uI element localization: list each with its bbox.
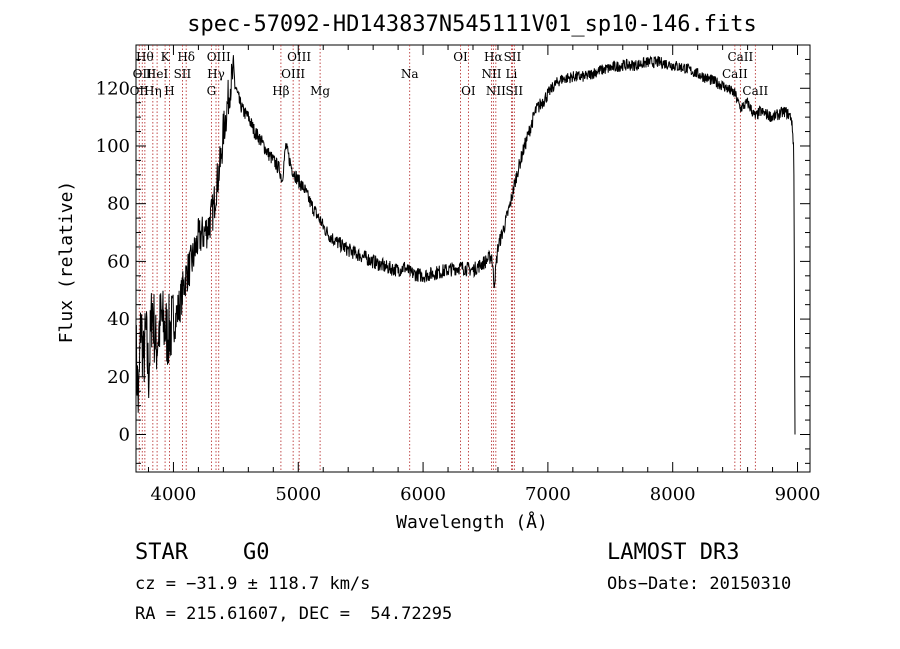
redshift-velocity: cz = −31.9 ± 118.7 km/s	[135, 574, 371, 594]
y-tick-label: 60	[107, 251, 130, 272]
line-marker-label: Na	[401, 67, 419, 81]
y-axis-label: Flux (relative)	[56, 181, 77, 344]
y-tick-label: 20	[107, 367, 130, 388]
y-tick-label: 120	[96, 78, 130, 99]
object-subclass: G0	[243, 540, 270, 565]
line-marker-label: CaII	[727, 50, 753, 64]
y-tick-label: 40	[107, 309, 130, 330]
line-marker-label: Hη	[144, 84, 162, 98]
x-tick-label: 8000	[650, 484, 696, 505]
line-marker-label: OIII	[281, 67, 305, 81]
plot-frame	[135, 44, 811, 473]
line-marker-label: Hα	[484, 50, 503, 64]
line-marker-label: HeI	[146, 67, 169, 81]
line-marker-label: Mg	[310, 84, 330, 98]
x-tick-label: 7000	[525, 484, 571, 505]
line-marker-label: CaII	[742, 84, 768, 98]
x-tick-label: 6000	[400, 484, 446, 505]
x-tick-label: 4000	[151, 484, 197, 505]
line-marker-label: Hδ	[177, 50, 195, 64]
line-marker-label: OII	[130, 84, 150, 98]
object-type: STAR	[135, 540, 188, 565]
y-tick-label: 0	[119, 424, 130, 445]
line-marker-label: G	[207, 84, 217, 98]
line-marker-label: NII	[481, 67, 501, 81]
line-marker-label: SII	[174, 67, 192, 81]
spectrum-chart: spec-57092-HD143837N545111V01_sp10-146.f…	[56, 12, 821, 533]
x-axis-ticks: 4000 5000 6000 7000 8000 9000	[147, 45, 821, 505]
x-tick-label: 9000	[775, 484, 821, 505]
x-axis-label: Wavelength (Å)	[396, 511, 548, 533]
line-marker-label: OI	[453, 50, 468, 64]
x-tick-label: 5000	[275, 484, 321, 505]
line-marker-label: OIII	[287, 50, 311, 64]
line-marker-label: SII	[505, 84, 523, 98]
observation-date: Obs−Date: 20150310	[607, 574, 792, 594]
line-marker-label: Hθ	[136, 50, 154, 64]
line-marker-label: OII	[133, 67, 153, 81]
line-marker-label: Hγ	[207, 67, 225, 81]
spectral-line-labels: OIIOIIHθHηHeIKHSIIHδGHγOIIIHβOIIIOIIIMgN…	[130, 50, 769, 98]
line-marker-label: OIII	[207, 50, 231, 64]
line-marker-label: NII	[486, 84, 506, 98]
y-axis-ticks: 0 20 40 60 80 100 120	[96, 58, 810, 464]
y-tick-label: 80	[107, 194, 130, 215]
line-marker-label: SII	[504, 50, 522, 64]
line-marker-label: K	[161, 50, 171, 64]
line-marker-label: Hβ	[272, 84, 289, 98]
y-tick-label: 100	[96, 136, 130, 157]
line-marker-label: Li	[506, 67, 518, 81]
line-marker-label: OI	[461, 84, 476, 98]
spectral-line-markers	[138, 45, 756, 472]
line-marker-label: H	[164, 84, 174, 98]
flux-series-line	[135, 55, 796, 435]
line-marker-label: CaII	[722, 67, 748, 81]
coordinates: RA = 215.61607, DEC = 54.72295	[135, 604, 453, 624]
survey-name: LAMOST DR3	[607, 540, 740, 565]
chart-title: spec-57092-HD143837N545111V01_sp10-146.f…	[187, 12, 757, 37]
